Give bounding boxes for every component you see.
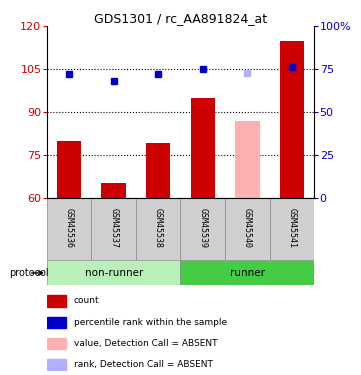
Bar [101,183,126,198]
Bar [47,359,66,370]
Text: GSM45537: GSM45537 [109,208,118,248]
Text: runner: runner [230,268,265,278]
Bar [146,144,170,198]
Text: percentile rank within the sample: percentile rank within the sample [74,318,227,327]
Text: GSM45541: GSM45541 [287,208,296,248]
Text: count: count [74,296,99,305]
FancyBboxPatch shape [225,198,270,260]
FancyBboxPatch shape [47,198,91,260]
Text: GSM45539: GSM45539 [198,208,207,248]
FancyBboxPatch shape [136,198,180,260]
FancyBboxPatch shape [180,198,225,260]
FancyBboxPatch shape [91,198,136,260]
Text: GSM45536: GSM45536 [65,208,74,248]
FancyBboxPatch shape [180,260,314,285]
Text: value, Detection Call = ABSENT: value, Detection Call = ABSENT [74,339,217,348]
Bar [47,338,66,350]
Bar [191,98,215,198]
Bar [57,141,82,198]
Text: GSM45540: GSM45540 [243,208,252,248]
Bar [47,296,66,306]
Text: GSM45538: GSM45538 [154,208,163,248]
Bar [47,317,66,328]
Text: rank, Detection Call = ABSENT: rank, Detection Call = ABSENT [74,360,213,369]
Text: protocol: protocol [9,268,49,278]
Bar [235,121,260,198]
Text: non-runner: non-runner [84,268,143,278]
FancyBboxPatch shape [270,198,314,260]
FancyBboxPatch shape [47,260,180,285]
Title: GDS1301 / rc_AA891824_at: GDS1301 / rc_AA891824_at [94,12,267,25]
Bar [279,40,304,198]
